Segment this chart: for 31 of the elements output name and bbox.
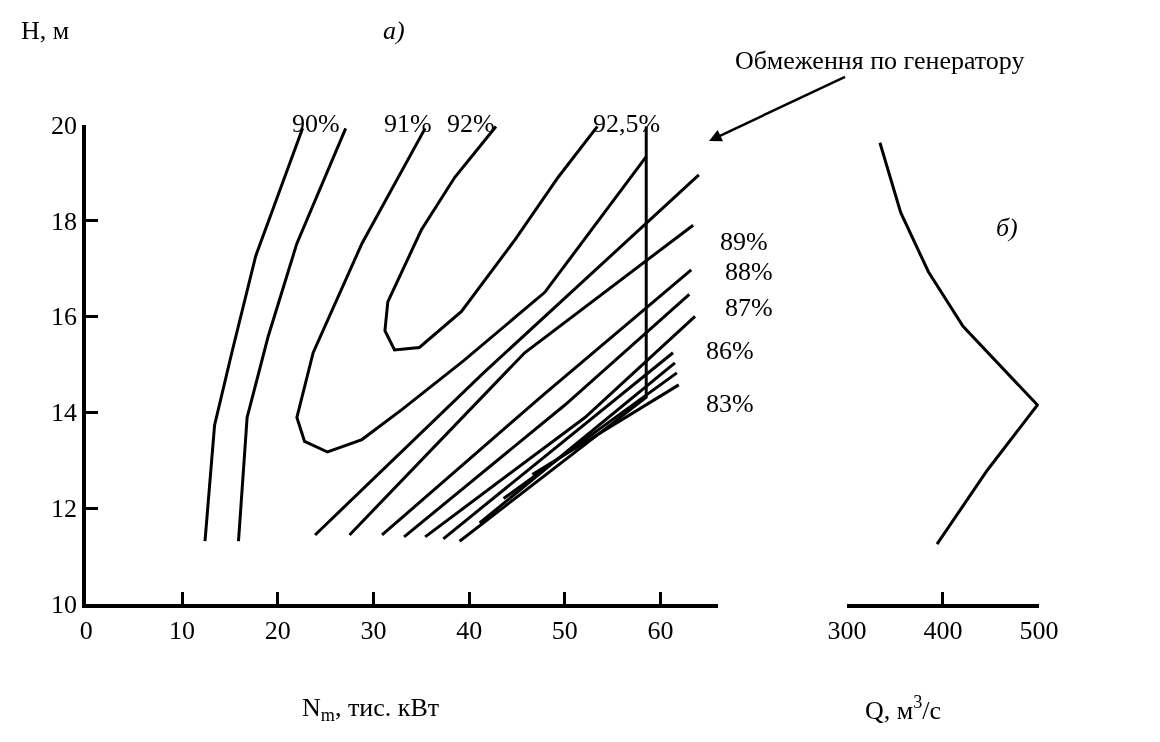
x-axis-title: N$_{m}$, тис. кВт <box>302 693 440 726</box>
y-tick-label: 14 <box>51 398 78 428</box>
text: Обмеження по генератору <box>735 46 1025 75</box>
annotation: 92% <box>447 109 495 138</box>
chart-title: а) <box>383 16 405 45</box>
x-tick-label: 50 <box>551 616 578 646</box>
y-tick-label: 16 <box>51 302 78 332</box>
y-tick-label: 10 <box>51 590 78 620</box>
x-tick-label: 40 <box>456 616 483 646</box>
x-tick-label: 60 <box>647 616 674 646</box>
x-tick-label: 20 <box>264 616 291 646</box>
y-tick-label: 20 <box>51 110 78 140</box>
y-axis-title: H, м <box>21 16 70 45</box>
x-tick-label: 30 <box>360 616 387 646</box>
y-tick-label: 18 <box>51 206 78 236</box>
y-tick-label: 12 <box>51 494 78 524</box>
annotation: 91% <box>384 109 432 138</box>
annotation: 92,5% <box>593 109 661 138</box>
text: 88% <box>725 257 773 286</box>
x-tick-label: 10 <box>169 616 196 646</box>
x-tick-label: 0 <box>79 616 93 646</box>
annotation: 90% <box>292 109 340 138</box>
x-tick-label: 300 <box>827 616 867 646</box>
text: 87% <box>725 293 773 322</box>
text: 89% <box>720 227 768 256</box>
text: б) <box>996 213 1018 242</box>
x-tick-label: 500 <box>1019 616 1059 646</box>
x-axis-title: Q, м$^{3}$/с <box>865 692 942 725</box>
annotation: 83% <box>706 389 754 418</box>
x-tick-label: 400 <box>923 616 963 646</box>
annotation: 86% <box>706 336 754 365</box>
